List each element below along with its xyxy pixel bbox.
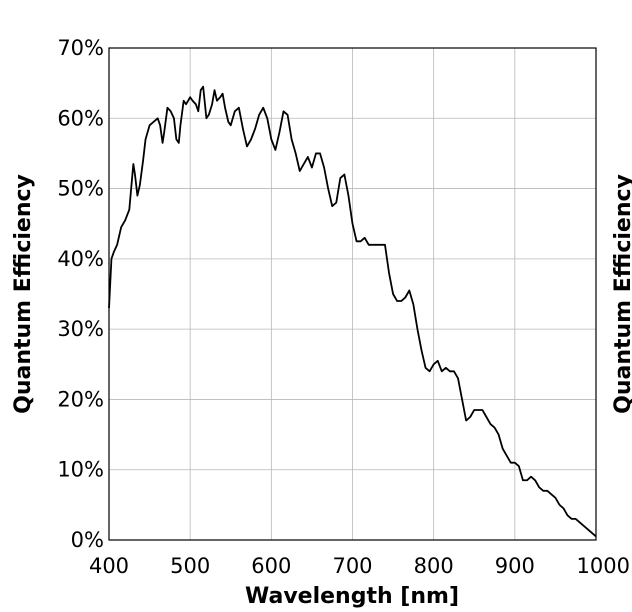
x-tick-label: 600 [251,554,291,578]
y-tick-label: 30% [57,317,104,341]
y-tick-label: 20% [57,387,104,411]
y-axis-ticks: 0% 10% 20% 30% 40% 50% 60% 70% [57,36,104,552]
chart-series-group [108,85,597,538]
x-tick-label: 400 [89,554,129,578]
second-chart-y-axis-label: Quantum Efficiency [611,174,632,414]
x-tick-label: 1000 [577,554,630,578]
x-axis-label: Wavelength [nm] [245,584,459,609]
x-tick-label: 700 [332,554,372,578]
x-tick-label: 900 [495,554,535,578]
chart-grid [108,47,597,541]
y-tick-label: 10% [57,458,104,482]
x-tick-label: 800 [414,554,454,578]
x-axis-ticks: 400 500 600 700 800 900 1000 [89,554,630,578]
y-axis-label: Quantum Efficiency [11,174,36,414]
x-tick-label: 500 [170,554,210,578]
qe-series-line [108,85,597,538]
y-tick-label: 70% [57,36,104,60]
y-tick-label: 0% [71,528,104,552]
y-tick-label: 40% [57,247,104,271]
y-tick-label: 50% [57,177,104,201]
y-tick-label: 60% [57,106,104,130]
